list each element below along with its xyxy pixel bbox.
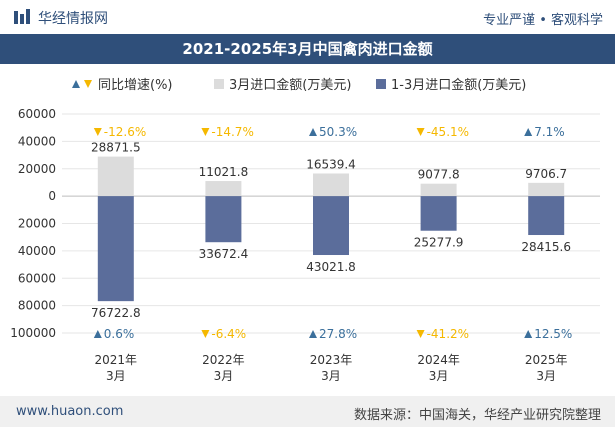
data-label-march: 11021.8 [199, 165, 249, 179]
growth-march-down-triangle-icon [93, 128, 102, 136]
growth-ytd-up-triangle-icon [524, 330, 533, 338]
legend-ytd-label: 1-3月进口金额(万美元) [391, 77, 526, 93]
growth-march-label: -14.7% [211, 125, 253, 139]
website-link[interactable]: www.huaon.com [16, 404, 124, 419]
bar-march [420, 183, 457, 197]
bar-march [528, 182, 565, 197]
growth-march-up-triangle-icon [309, 128, 317, 136]
data-label-ytd: 43021.8 [306, 260, 356, 274]
legend-up-triangle-icon [72, 80, 80, 88]
y-tick-label: 20000 [18, 217, 56, 231]
growth-ytd-label: 27.8% [319, 327, 357, 341]
bar-march [97, 156, 134, 197]
data-label-march: 28871.5 [91, 141, 141, 155]
legend-growth-label: 同比增速(%) [98, 78, 173, 93]
growth-ytd-label: -6.4% [211, 327, 246, 341]
slogan: 专业严谨 • 客观科学 [483, 13, 603, 28]
growth-march-label: -12.6% [104, 125, 146, 139]
bar-ytd [528, 196, 565, 236]
data-label-ytd: 25277.9 [414, 236, 464, 250]
bar-march [313, 173, 349, 197]
x-tick-label-year: 2024年 [417, 353, 460, 367]
y-tick-label: 60000 [18, 271, 56, 285]
x-tick-label-month: 3月 [429, 369, 449, 383]
bar-ytd [97, 196, 134, 302]
growth-ytd-up-triangle-icon [93, 330, 102, 338]
x-tick-label-year: 2025年 [525, 353, 568, 367]
x-tick-label-year: 2022年 [202, 353, 245, 367]
title-bar [0, 34, 615, 64]
y-tick-label: 40000 [18, 134, 56, 148]
y-tick-label: 0 [48, 189, 56, 203]
data-label-march: 16539.4 [306, 157, 356, 171]
legend-ytd-swatch [376, 79, 386, 89]
legend-march-label: 3月进口金额(万美元) [229, 77, 351, 93]
growth-ytd-label: 0.6% [104, 327, 135, 341]
brand-logo-icon [14, 9, 30, 24]
y-tick-label: 60000 [18, 107, 56, 121]
data-label-ytd: 76722.8 [91, 306, 141, 320]
y-tick-label: 80000 [18, 299, 56, 313]
growth-march-label: 7.1% [534, 125, 565, 139]
bar-ytd [420, 196, 457, 231]
bar-march [205, 181, 242, 197]
growth-ytd-down-triangle-icon [201, 330, 210, 338]
growth-march-label: -45.1% [427, 125, 469, 139]
growth-march-label: 50.3% [319, 125, 357, 139]
growth-ytd-down-triangle-icon [416, 330, 425, 338]
y-tick-label: 100000 [10, 326, 56, 340]
x-tick-label-year: 2021年 [95, 353, 138, 367]
growth-ytd-label: -41.2% [427, 327, 469, 341]
data-label-march: 9077.8 [418, 168, 460, 182]
growth-ytd-up-triangle-icon [309, 330, 317, 338]
bar-ytd [313, 196, 349, 256]
chart: 同比增速(%) 3月进口金额(万美元) 1-3月进口金额(万美元) 60000 4000… [10, 77, 600, 383]
growth-march-down-triangle-icon [201, 128, 210, 136]
data-label-ytd: 28415.6 [521, 240, 571, 254]
x-tick-label-month: 3月 [214, 369, 234, 383]
x-tick-label-month: 3月 [536, 369, 556, 383]
growth-march-up-triangle-icon [524, 128, 533, 136]
data-label-march: 9706.7 [525, 167, 567, 181]
data-label-ytd: 33672.4 [199, 247, 249, 261]
legend-down-triangle-icon [84, 80, 92, 88]
top-bar: 华经情报网 专业严谨 • 客观科学 [0, 0, 615, 34]
y-tick-label: 40000 [18, 244, 56, 258]
x-tick-label-year: 2023年 [310, 353, 353, 367]
footer-bar [0, 396, 615, 427]
data-source: 数据来源：中国海关，华经产业研究院整理 [353, 408, 601, 423]
chart-title: 2021-2025年3月中国禽肉进口金额 [182, 40, 433, 58]
growth-march-down-triangle-icon [416, 128, 425, 136]
x-tick-label-month: 3月 [321, 369, 341, 383]
brand-name: 华经情报网 [38, 11, 108, 27]
growth-ytd-label: 12.5% [534, 327, 572, 341]
bar-ytd [205, 196, 242, 243]
y-tick-label: 20000 [18, 162, 56, 176]
x-tick-label-month: 3月 [106, 369, 126, 383]
legend-march-swatch [214, 79, 224, 89]
